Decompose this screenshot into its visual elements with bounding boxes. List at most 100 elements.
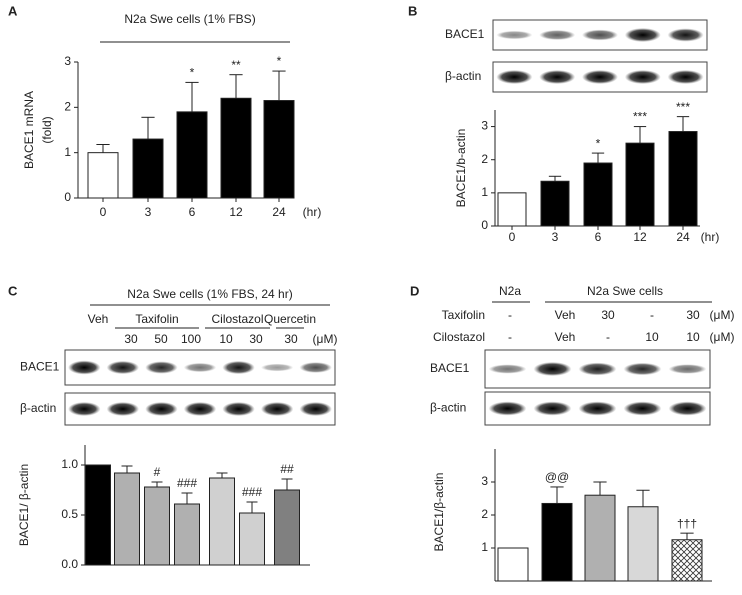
bar [176, 111, 208, 199]
significance: ††† [677, 516, 697, 530]
header: N2a Swe cells [587, 284, 663, 298]
bar [239, 512, 265, 566]
blot-band [578, 362, 617, 376]
bar [174, 503, 200, 566]
panel-label: B [408, 3, 417, 18]
y-axis-label: BACE1/β-actin [432, 473, 446, 552]
y-tick-label: 3 [481, 474, 488, 488]
significance: *** [633, 110, 647, 124]
blot-band [582, 29, 618, 41]
bar [209, 477, 235, 566]
x-unit: (μM) [313, 332, 338, 346]
row-label: Taxifolin [442, 308, 485, 322]
row-label: Cilostazol [433, 330, 485, 344]
blot-band [539, 30, 576, 40]
panel-label: A [8, 3, 18, 18]
row-cell: Veh [555, 308, 576, 322]
row-cell: 10 [686, 330, 700, 344]
blot-band [183, 362, 217, 373]
x-tick-label: 3 [552, 230, 559, 244]
blot-band [667, 28, 704, 42]
bar [627, 506, 659, 582]
significance: ### [242, 485, 262, 499]
blot-band [222, 402, 255, 416]
blot-band [668, 364, 707, 374]
bar [85, 464, 111, 566]
blot-band [106, 402, 140, 416]
significance: * [277, 54, 282, 68]
blot-band [68, 402, 101, 416]
blot-band [624, 28, 661, 42]
y-tick-label: 1.0 [61, 457, 78, 471]
bar [583, 162, 613, 227]
x-unit: (hr) [303, 205, 322, 219]
x-tick-label: 6 [189, 205, 196, 219]
blot-band [299, 362, 332, 373]
blot-band [496, 70, 533, 84]
y-tick-label: 0 [481, 218, 488, 232]
blot-band [222, 360, 255, 375]
x-tick-label: 12 [633, 230, 647, 244]
row-cell: 30 [686, 308, 700, 322]
row-cell: - [508, 308, 512, 322]
header: N2a [499, 284, 521, 298]
group-label: Taxifolin [135, 312, 178, 326]
y-tick-label: 2 [64, 100, 71, 114]
y-axis-label: BACE1/ β-actin [17, 464, 31, 546]
panel-label: C [8, 283, 18, 298]
x-tick-label: 6 [595, 230, 602, 244]
y-tick-label: 2 [481, 507, 488, 521]
y-tick-label: 1 [481, 540, 488, 554]
blot-band [488, 364, 527, 374]
group-label: Veh [88, 312, 109, 326]
group-label: Quercetin [264, 312, 316, 326]
y-axis-label: (fold) [40, 116, 54, 143]
y-tick-label: 0.5 [61, 507, 78, 521]
blot-band [299, 402, 332, 416]
dose-label: 30 [284, 332, 298, 346]
bar [132, 138, 164, 199]
blot-band [106, 360, 140, 375]
blot-label: BACE1 [20, 360, 60, 374]
x-tick-label: 0 [100, 205, 107, 219]
row-cell: Veh [555, 330, 576, 344]
x-tick-label: 24 [676, 230, 690, 244]
blot-band [578, 401, 617, 416]
x-unit: (hr) [701, 230, 720, 244]
blot-band [623, 401, 662, 416]
y-axis-label: BACE1 mRNA [22, 91, 36, 169]
bar [144, 486, 170, 566]
blot-label: β-actin [20, 401, 56, 415]
row-unit: (μM) [710, 330, 735, 344]
dose-label: 30 [249, 332, 263, 346]
blot-band [539, 70, 576, 84]
dose-label: 100 [181, 332, 201, 346]
bar [671, 539, 703, 582]
bar [584, 494, 616, 582]
x-tick-label: 3 [145, 205, 152, 219]
panel-title: N2a Swe cells (1% FBS, 24 hr) [127, 287, 292, 301]
blot-label: β-actin [430, 401, 466, 415]
bar [114, 472, 140, 566]
blot-band [145, 361, 178, 374]
significance: ** [231, 58, 241, 72]
blot-band [183, 402, 217, 416]
row-cell: - [606, 330, 610, 344]
bar [540, 180, 570, 227]
blot-band [260, 402, 294, 416]
y-tick-label: 0 [64, 190, 71, 204]
blot-label: BACE1 [430, 361, 470, 375]
significance: * [190, 66, 195, 80]
y-tick-label: 3 [64, 54, 71, 68]
bar [625, 142, 655, 227]
blot-band [260, 363, 294, 372]
bar [263, 100, 295, 199]
dose-label: 50 [154, 332, 168, 346]
panel-label: D [410, 283, 419, 298]
significance: @@ [545, 470, 569, 484]
y-tick-label: 1 [64, 145, 71, 159]
bar [220, 97, 252, 199]
significance: ## [280, 462, 294, 476]
row-unit: (μM) [710, 308, 735, 322]
